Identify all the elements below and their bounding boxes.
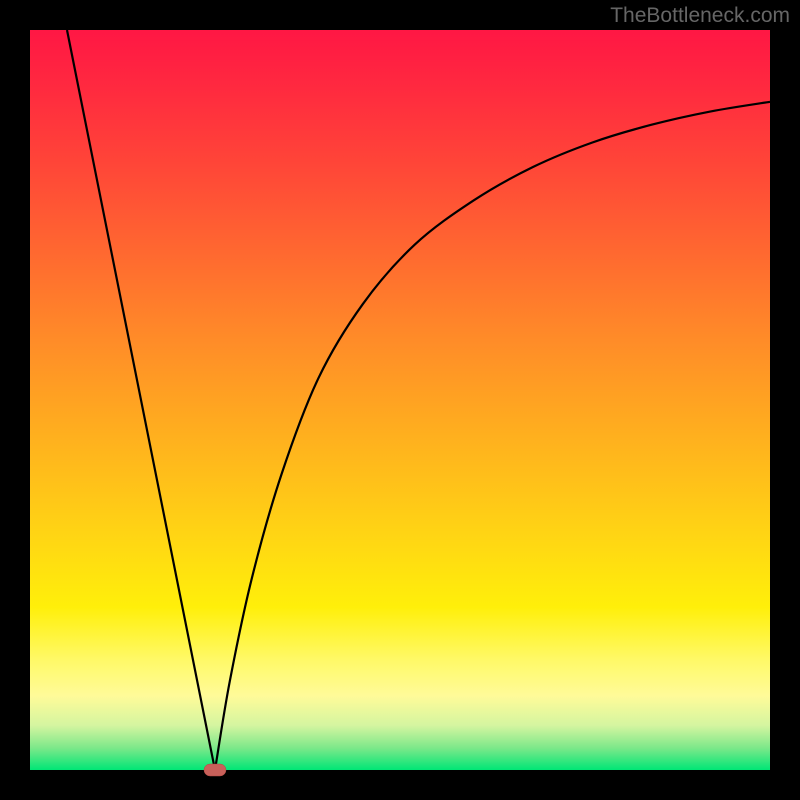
chart-container: TheBottleneck.com — [0, 0, 800, 800]
chart-svg — [0, 0, 800, 800]
minimum-marker — [204, 764, 226, 776]
watermark-text: TheBottleneck.com — [610, 4, 790, 28]
